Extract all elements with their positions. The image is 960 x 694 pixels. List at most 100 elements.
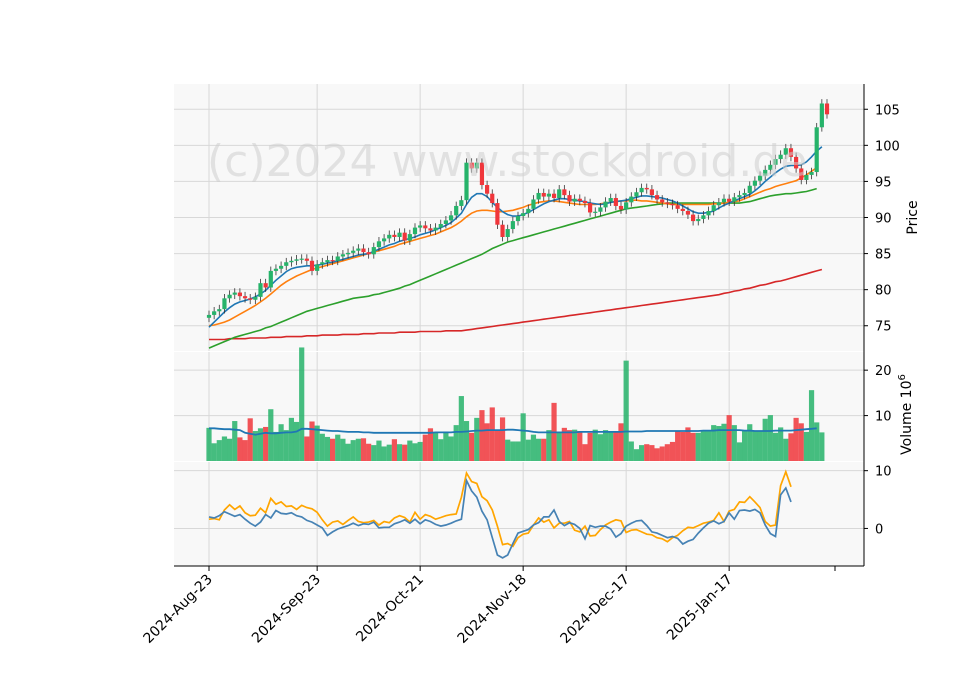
volume-bar xyxy=(299,347,305,461)
volume-bar xyxy=(803,431,809,461)
candle-down xyxy=(551,193,557,199)
x-tick-label: 2024-Oct-21 xyxy=(353,572,427,646)
volume-bar xyxy=(649,445,655,461)
volume-bar xyxy=(731,425,737,461)
volume-bar xyxy=(463,421,470,461)
volume-unit-exponent: 6 xyxy=(897,374,908,380)
candle-up xyxy=(232,292,237,295)
candle-down xyxy=(242,296,248,299)
volume-bar xyxy=(335,434,341,461)
volume-bar xyxy=(793,417,799,461)
volume-bar xyxy=(381,446,387,461)
volume-bar xyxy=(572,429,578,461)
volume-bar xyxy=(757,431,763,461)
volume-bar xyxy=(293,421,300,461)
price-axis-ytick-label: 75 xyxy=(875,320,892,335)
volume-bar xyxy=(608,431,614,461)
volume-bar xyxy=(798,423,804,461)
candle-down xyxy=(649,189,654,196)
x-tick-label: 2024-Dec-17 xyxy=(558,572,633,647)
volume-axis-ytick-label: 20 xyxy=(875,364,892,379)
volume-bar xyxy=(705,430,712,461)
volume-bar xyxy=(536,438,542,461)
price-axis-ytick-label: 100 xyxy=(875,139,900,154)
candle-up xyxy=(515,216,521,222)
candle-up xyxy=(273,268,279,271)
volume-bar xyxy=(680,431,686,461)
candle-up xyxy=(459,200,464,206)
candle-up xyxy=(531,199,536,209)
candle-down xyxy=(675,205,680,209)
candle-up xyxy=(315,264,320,271)
candle-down xyxy=(680,208,685,212)
candle-up xyxy=(418,225,423,228)
volume-bar xyxy=(355,438,361,461)
candle-up xyxy=(227,294,232,299)
price-axis-label: Price xyxy=(905,200,921,234)
volume-bar xyxy=(772,432,779,461)
candle-up xyxy=(696,218,701,222)
volume-bar xyxy=(216,440,222,461)
volume-bar xyxy=(309,421,315,461)
candle-up xyxy=(778,154,783,160)
candle-up xyxy=(629,196,634,203)
volume-bar xyxy=(592,429,598,461)
volume-bar xyxy=(716,426,722,461)
candle-down xyxy=(613,198,618,206)
volume-bar xyxy=(700,430,706,461)
candle-up xyxy=(773,159,778,165)
volume-bar xyxy=(304,436,310,461)
candle-up xyxy=(474,162,479,169)
volume-bar xyxy=(556,431,562,461)
candle-down xyxy=(582,200,588,204)
volume-bar xyxy=(623,360,629,461)
candle-down xyxy=(577,198,582,201)
candle-up xyxy=(768,164,773,170)
candle-down xyxy=(665,202,670,204)
volume-ma-line xyxy=(209,427,817,436)
volume-bar xyxy=(340,438,346,461)
volume-bar xyxy=(438,439,444,461)
candle-up xyxy=(217,309,222,312)
volume-bar xyxy=(520,413,526,461)
candle-up xyxy=(732,197,737,202)
volume-bar xyxy=(530,434,537,461)
volume-bar xyxy=(458,396,464,461)
candle-up xyxy=(572,198,577,202)
volume-bar xyxy=(814,422,820,461)
candle-down xyxy=(644,187,649,190)
candle-down xyxy=(691,214,696,222)
volume-bar xyxy=(433,432,439,461)
candle-up xyxy=(284,262,289,266)
candle-up xyxy=(382,238,387,242)
volume-bar xyxy=(628,441,634,461)
candle-up xyxy=(742,192,747,196)
volume-bar xyxy=(484,423,490,461)
candle-down xyxy=(248,298,253,300)
candle-up xyxy=(320,262,325,265)
candle-down xyxy=(237,292,242,297)
candle-down xyxy=(541,192,546,197)
candle-up xyxy=(526,208,531,214)
candle-down xyxy=(660,199,665,203)
volume-bar xyxy=(268,409,274,461)
candle-up xyxy=(716,202,721,206)
volume-bar xyxy=(350,440,356,461)
candle-up xyxy=(546,193,551,197)
candle-up xyxy=(598,207,603,212)
candle-up xyxy=(804,174,809,180)
candle-down xyxy=(423,225,428,229)
candle-up xyxy=(557,189,562,199)
candle-down xyxy=(402,232,407,241)
volume-bar xyxy=(499,417,506,461)
candle-down xyxy=(562,189,567,196)
volume-bar xyxy=(407,440,413,461)
volume-bar xyxy=(742,430,748,461)
volume-bar xyxy=(664,444,670,461)
volume-bar xyxy=(788,433,794,461)
volume-bar xyxy=(479,410,485,461)
volume-bar xyxy=(330,438,336,461)
candle-up xyxy=(253,296,258,300)
volume-bar xyxy=(752,430,758,461)
candle-down xyxy=(654,195,660,200)
